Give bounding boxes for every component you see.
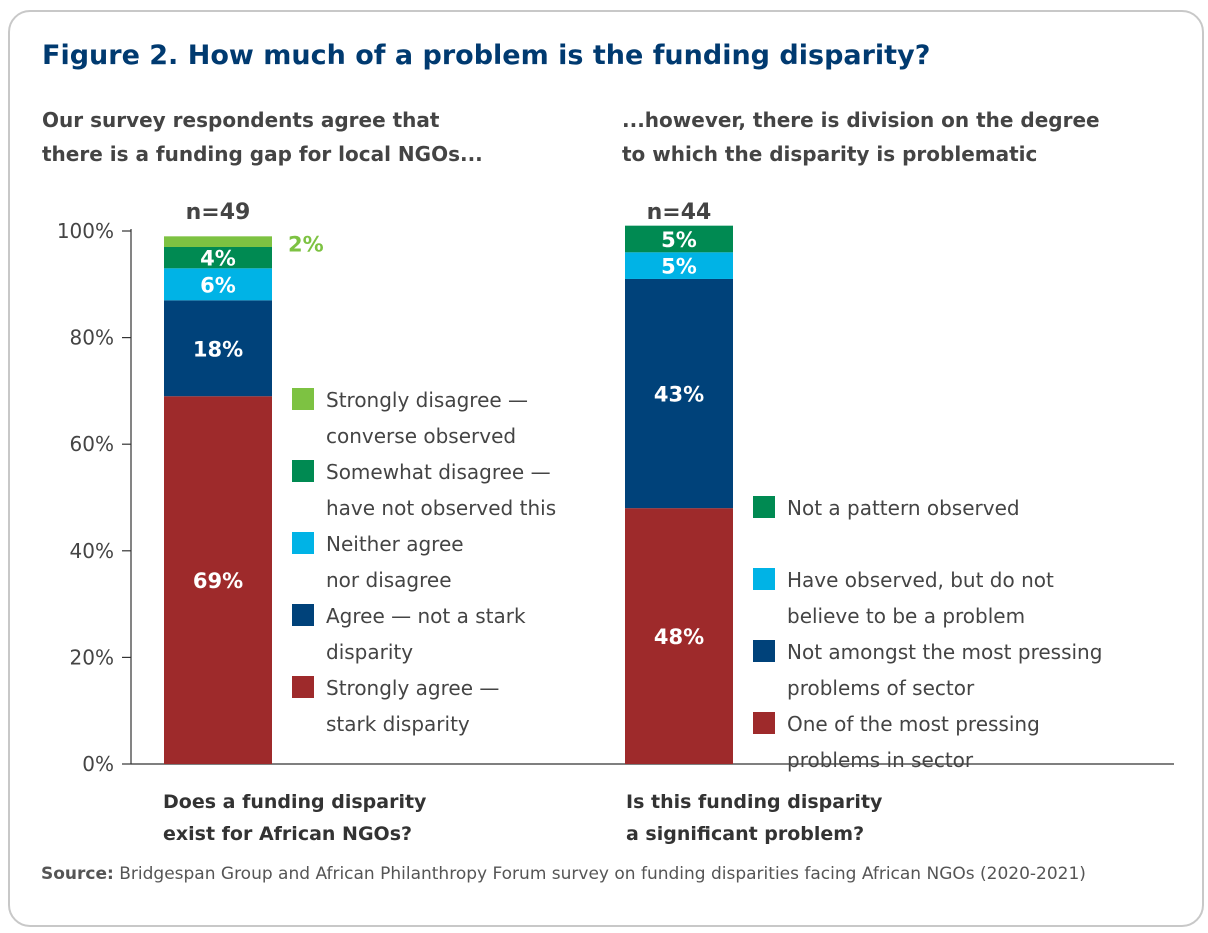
legend-label: problems in sector	[787, 748, 974, 772]
legend-swatch	[292, 604, 314, 626]
right-x-axis-label-line: a significant problem?	[626, 823, 865, 845]
data-label: 6%	[200, 273, 236, 297]
bar-segment	[625, 278, 733, 509]
legend-swatch	[292, 460, 314, 482]
right-subtitle: ...however, there is division on the deg…	[622, 103, 1202, 171]
legend-label: Not amongst the most pressing	[787, 640, 1102, 664]
legend-swatch	[292, 676, 314, 698]
legend-label: Neither agree	[326, 532, 464, 556]
y-tick-label: 60%	[70, 432, 114, 456]
legend-label: Strongly disagree —	[326, 388, 528, 412]
left-subtitle-line: Our survey respondents agree that	[42, 108, 440, 132]
bar-segment	[625, 252, 733, 279]
data-label: 43%	[654, 383, 704, 407]
legend-label: Not a pattern observed	[787, 496, 1020, 520]
bar-segment	[164, 246, 272, 269]
right-x-axis-label: Is this funding disparity a significant …	[626, 786, 882, 850]
sample-size-label: n=49	[186, 200, 251, 225]
legend-label: disparity	[326, 640, 413, 664]
y-tick-label: 80%	[70, 326, 114, 350]
right-subtitle-line: ...however, there is division on the deg…	[622, 108, 1100, 132]
legend-swatch	[753, 712, 775, 734]
legend-swatch	[753, 496, 775, 518]
y-tick-label: 0%	[82, 752, 114, 776]
source-label: Source:	[41, 864, 114, 884]
legend-label: Agree — not a stark	[326, 604, 526, 628]
legend-label: Somewhat disagree —	[326, 460, 551, 484]
right-x-axis-label-line: Is this funding disparity	[626, 791, 883, 813]
bar-segment	[164, 236, 272, 247]
y-tick-label: 100%	[57, 219, 114, 243]
legend-label: have not observed this	[326, 496, 556, 520]
legend-swatch	[753, 640, 775, 662]
source-note: Source: Bridgespan Group and African Phi…	[41, 862, 1161, 887]
y-tick-label: 40%	[70, 539, 114, 563]
data-label: 2%	[288, 232, 324, 256]
bar-segment	[164, 300, 272, 397]
bar-segment	[625, 508, 733, 764]
legend-label: stark disparity	[326, 712, 470, 736]
y-tick-label: 20%	[70, 645, 114, 669]
legend-label: nor disagree	[326, 568, 452, 592]
data-label: 4%	[200, 247, 236, 271]
data-label: 69%	[193, 569, 243, 593]
legend-swatch	[292, 532, 314, 554]
legend-label: converse observed	[326, 424, 516, 448]
data-label: 18%	[193, 337, 243, 361]
right-subtitle-line: to which the disparity is problematic	[622, 142, 1038, 166]
legend-label: One of the most pressing	[787, 712, 1040, 736]
left-subtitle-line: there is a funding gap for local NGOs...	[42, 142, 483, 166]
left-x-axis-label: Does a funding disparity exist for Afric…	[163, 786, 426, 850]
figure-title: Figure 2. How much of a problem is the f…	[42, 40, 931, 71]
legend-swatch	[292, 388, 314, 410]
left-subtitle: Our survey respondents agree that there …	[42, 103, 562, 171]
figure-frame	[8, 10, 1204, 927]
legend-label: problems of sector	[787, 676, 975, 700]
source-text: Bridgespan Group and African Philanthrop…	[119, 864, 1086, 884]
legend-label: Strongly agree —	[326, 676, 499, 700]
bar-segment	[164, 268, 272, 301]
data-label: 5%	[661, 255, 697, 279]
bar-segment	[625, 225, 733, 253]
bar-segment	[164, 396, 272, 764]
legend-label: Have observed, but do not	[787, 568, 1054, 592]
legend-swatch	[753, 568, 775, 590]
left-x-axis-label-line: Does a funding disparity	[163, 791, 427, 813]
sample-size-label: n=44	[647, 200, 712, 225]
data-label: 5%	[661, 228, 697, 252]
left-x-axis-label-line: exist for African NGOs?	[163, 823, 413, 845]
data-label: 48%	[654, 625, 704, 649]
legend-label: believe to be a problem	[787, 604, 1025, 628]
